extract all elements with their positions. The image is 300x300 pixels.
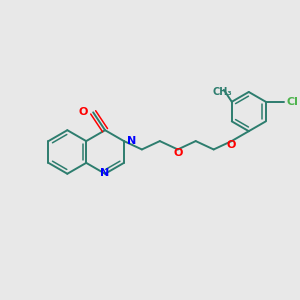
Text: N: N: [127, 136, 136, 146]
Text: O: O: [227, 140, 236, 150]
Text: O: O: [173, 148, 182, 158]
Text: O: O: [79, 107, 88, 117]
Text: CH₃: CH₃: [212, 87, 232, 97]
Text: Cl: Cl: [286, 97, 298, 107]
Text: N: N: [100, 168, 110, 178]
